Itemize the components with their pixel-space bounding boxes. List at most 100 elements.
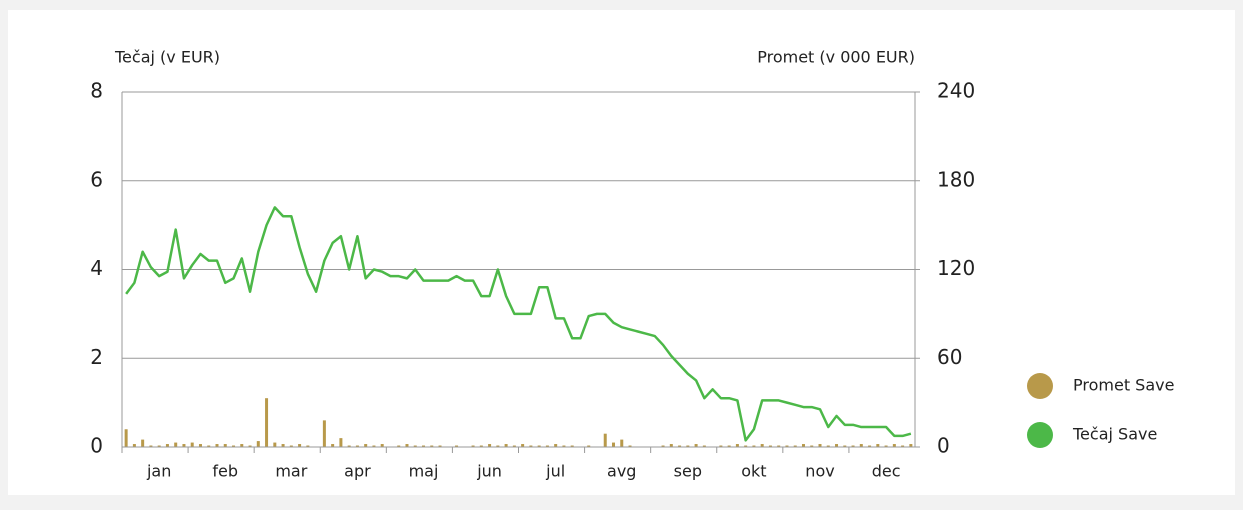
x-tick-label: apr: [344, 462, 371, 481]
bar: [132, 444, 136, 447]
bar: [620, 439, 624, 447]
bar: [801, 444, 805, 447]
bar: [215, 444, 219, 447]
bar: [826, 445, 830, 447]
bar: [372, 445, 376, 447]
bar: [141, 439, 145, 447]
y-axis-label: Tečaj (v EUR): [114, 48, 220, 67]
y-tick-label: 0: [90, 434, 103, 458]
bar: [818, 444, 822, 447]
x-tick-label: mar: [275, 462, 307, 481]
bar: [859, 444, 863, 447]
bar: [331, 444, 335, 447]
bar: [248, 445, 252, 447]
bar: [124, 429, 128, 447]
bar: [364, 444, 368, 447]
bar: [901, 445, 905, 447]
bar: [603, 433, 607, 447]
bar: [669, 444, 673, 447]
legend-swatch: [1027, 422, 1053, 448]
bar: [380, 444, 384, 447]
bar: [868, 445, 872, 447]
x-tick-label: jul: [545, 462, 565, 481]
x-tick-label: sep: [674, 462, 702, 481]
x-tick-label: nov: [805, 462, 834, 481]
bar: [504, 444, 508, 447]
bar: [157, 445, 161, 447]
bar: [232, 445, 236, 447]
legend-label: Tečaj Save: [1072, 425, 1157, 444]
bar: [512, 445, 516, 447]
x-tick-label: jun: [476, 462, 502, 481]
bar: [306, 445, 310, 447]
bar: [611, 442, 615, 447]
bar: [347, 445, 351, 447]
bar: [182, 444, 186, 447]
bar: [884, 445, 888, 447]
bar: [686, 445, 690, 447]
bar: [562, 445, 566, 447]
bar: [413, 445, 417, 447]
y2-tick-label: 120: [937, 256, 975, 280]
bar: [744, 445, 748, 447]
bar: [876, 444, 880, 447]
bar: [479, 445, 483, 447]
bar: [207, 445, 211, 447]
bar: [174, 442, 178, 447]
bar: [488, 444, 492, 447]
bar: [355, 445, 359, 447]
y-tick-label: 6: [90, 167, 103, 191]
bar: [198, 444, 202, 447]
x-tick-label: feb: [212, 462, 238, 481]
bar: [570, 445, 574, 447]
bar: [322, 420, 326, 447]
bar: [165, 444, 169, 447]
bar: [405, 444, 409, 447]
bar: [537, 445, 541, 447]
bar: [678, 445, 682, 447]
bar: [851, 445, 855, 447]
bar: [628, 445, 632, 447]
bar: [554, 444, 558, 447]
legend-swatch: [1027, 373, 1053, 399]
bar: [768, 445, 772, 447]
bar: [793, 445, 797, 447]
line: [125, 206, 912, 442]
bar: [430, 445, 434, 447]
bar: [240, 444, 244, 447]
bar: [694, 444, 698, 447]
x-tick-label: jan: [146, 462, 171, 481]
bar: [719, 445, 723, 447]
bar: [273, 442, 277, 447]
bar: [496, 445, 500, 447]
bar: [661, 445, 665, 447]
panel: [8, 10, 1235, 495]
legend-label: Promet Save: [1073, 376, 1174, 395]
bar: [265, 398, 269, 447]
bar: [835, 444, 839, 447]
x-tick-label: maj: [409, 462, 439, 481]
bar: [289, 445, 293, 447]
bar: [471, 445, 475, 447]
bar: [777, 445, 781, 447]
bar: [810, 445, 814, 447]
bar: [223, 444, 227, 447]
bar: [438, 445, 442, 447]
y-tick-label: 2: [90, 345, 103, 369]
bar: [587, 445, 591, 447]
bar: [760, 444, 764, 447]
y2-tick-label: 0: [937, 434, 950, 458]
bar: [785, 445, 789, 447]
bar: [735, 444, 739, 447]
bar: [545, 445, 549, 447]
bar: [455, 445, 459, 447]
bar: [256, 441, 260, 447]
bar: [422, 445, 426, 447]
y-tick-label: 4: [90, 256, 103, 280]
x-tick-label: avg: [607, 462, 636, 481]
bar: [843, 445, 847, 447]
bar: [702, 445, 706, 447]
bar: [298, 444, 302, 447]
